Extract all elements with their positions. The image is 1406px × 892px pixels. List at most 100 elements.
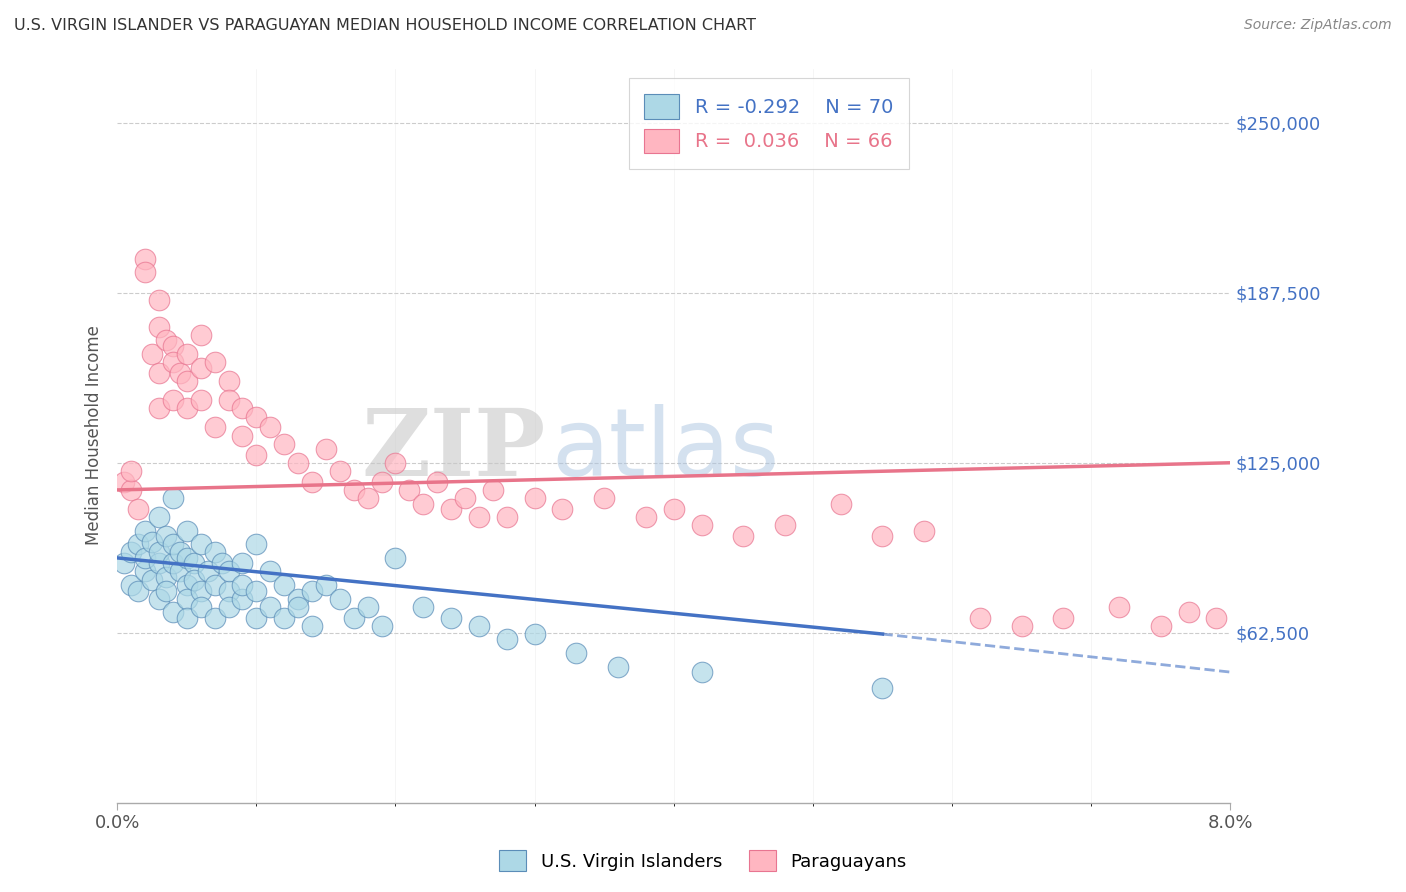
Point xyxy=(148,366,170,380)
Point xyxy=(523,491,546,505)
Text: Source: ZipAtlas.com: Source: ZipAtlas.com xyxy=(1244,18,1392,32)
Point xyxy=(551,502,574,516)
Point xyxy=(141,573,163,587)
Point xyxy=(231,428,253,442)
Point xyxy=(134,265,156,279)
Point xyxy=(120,483,142,497)
Point xyxy=(176,578,198,592)
Point xyxy=(1205,611,1227,625)
Point xyxy=(301,619,323,633)
Point xyxy=(1011,619,1033,633)
Point xyxy=(273,436,295,450)
Point xyxy=(155,334,177,348)
Point xyxy=(426,475,449,489)
Point xyxy=(183,573,205,587)
Point xyxy=(169,565,191,579)
Point xyxy=(398,483,420,497)
Point xyxy=(162,355,184,369)
Point xyxy=(148,591,170,606)
Point xyxy=(1177,605,1199,619)
Point xyxy=(218,599,240,614)
Point xyxy=(148,545,170,559)
Point xyxy=(204,611,226,625)
Point xyxy=(120,578,142,592)
Point xyxy=(197,565,219,579)
Point xyxy=(190,393,212,408)
Point xyxy=(315,442,337,457)
Point xyxy=(141,347,163,361)
Point xyxy=(468,619,491,633)
Point xyxy=(343,611,366,625)
Point xyxy=(218,583,240,598)
Point xyxy=(183,557,205,571)
Point xyxy=(259,565,281,579)
Point xyxy=(120,545,142,559)
Point xyxy=(245,448,267,462)
Point xyxy=(218,393,240,408)
Point xyxy=(127,537,149,551)
Point xyxy=(607,659,630,673)
Point xyxy=(148,401,170,416)
Legend: R = -0.292    N = 70, R =  0.036    N = 66: R = -0.292 N = 70, R = 0.036 N = 66 xyxy=(628,78,908,169)
Point xyxy=(155,570,177,584)
Point xyxy=(273,611,295,625)
Point xyxy=(565,646,588,660)
Point xyxy=(169,545,191,559)
Point xyxy=(155,583,177,598)
Point xyxy=(204,355,226,369)
Point xyxy=(412,599,434,614)
Point xyxy=(218,565,240,579)
Point xyxy=(384,456,406,470)
Point xyxy=(190,599,212,614)
Point xyxy=(329,464,352,478)
Point xyxy=(287,599,309,614)
Point xyxy=(245,583,267,598)
Point xyxy=(273,578,295,592)
Point xyxy=(190,360,212,375)
Point xyxy=(1052,611,1074,625)
Point xyxy=(245,537,267,551)
Point xyxy=(176,401,198,416)
Text: U.S. VIRGIN ISLANDER VS PARAGUAYAN MEDIAN HOUSEHOLD INCOME CORRELATION CHART: U.S. VIRGIN ISLANDER VS PARAGUAYAN MEDIA… xyxy=(14,18,756,33)
Point xyxy=(301,583,323,598)
Point xyxy=(872,681,894,696)
Point xyxy=(190,328,212,343)
Point xyxy=(593,491,616,505)
Point xyxy=(830,496,852,510)
Point xyxy=(370,475,392,489)
Point xyxy=(155,529,177,543)
Point xyxy=(773,518,796,533)
Point xyxy=(190,583,212,598)
Point xyxy=(1108,599,1130,614)
Point xyxy=(384,550,406,565)
Point xyxy=(162,339,184,353)
Point xyxy=(231,557,253,571)
Point xyxy=(169,366,191,380)
Point xyxy=(204,420,226,434)
Point xyxy=(176,524,198,538)
Point xyxy=(495,632,517,647)
Point xyxy=(162,557,184,571)
Point xyxy=(690,518,713,533)
Point xyxy=(141,534,163,549)
Point xyxy=(287,456,309,470)
Point xyxy=(356,491,378,505)
Point xyxy=(211,557,233,571)
Point xyxy=(148,510,170,524)
Point xyxy=(231,578,253,592)
Point xyxy=(370,619,392,633)
Text: atlas: atlas xyxy=(551,404,779,496)
Point xyxy=(162,491,184,505)
Point xyxy=(162,605,184,619)
Point xyxy=(218,374,240,388)
Point xyxy=(495,510,517,524)
Point xyxy=(148,557,170,571)
Point xyxy=(872,529,894,543)
Point xyxy=(176,374,198,388)
Point xyxy=(343,483,366,497)
Point xyxy=(733,529,755,543)
Legend: U.S. Virgin Islanders, Paraguayans: U.S. Virgin Islanders, Paraguayans xyxy=(492,843,914,879)
Point xyxy=(287,591,309,606)
Point xyxy=(412,496,434,510)
Point xyxy=(162,537,184,551)
